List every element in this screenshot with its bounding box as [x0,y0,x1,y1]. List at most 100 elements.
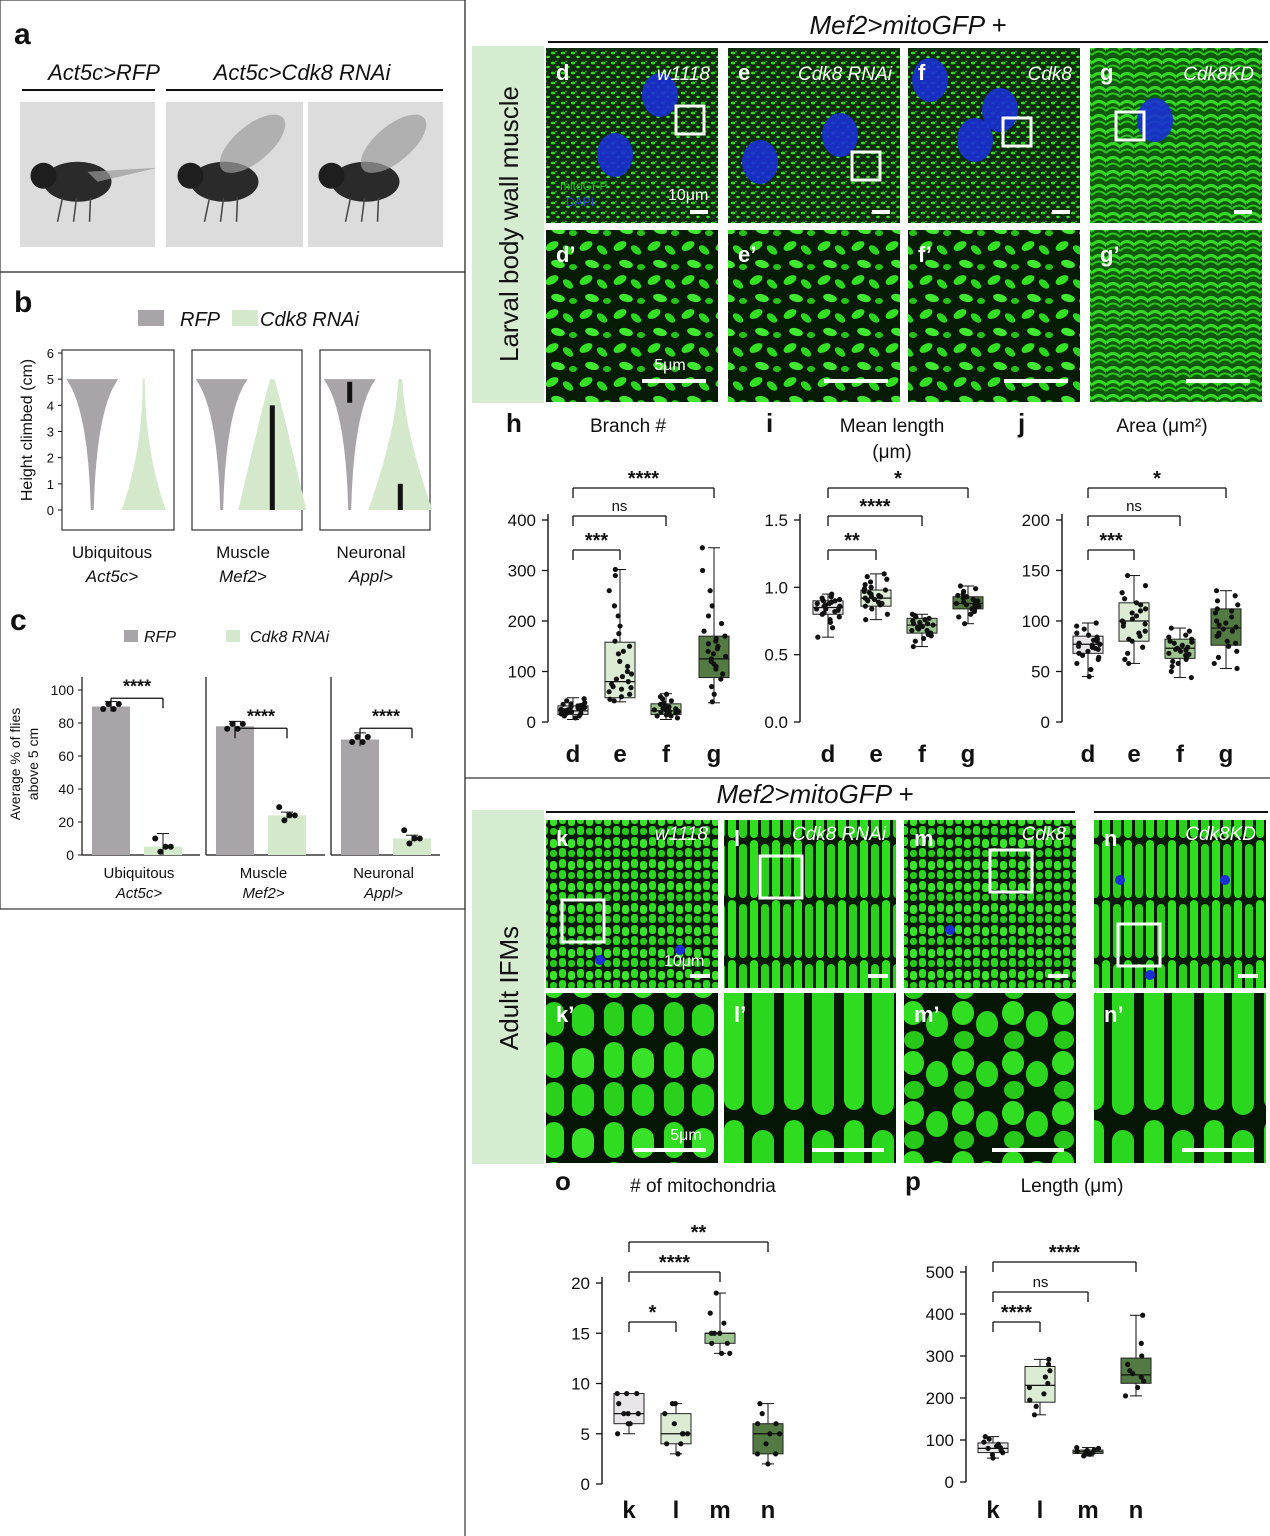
panel-letter-j: j [1017,408,1025,438]
nucleus [1220,875,1230,885]
box-point [654,713,660,719]
box-point [837,603,843,609]
zoom-m [904,993,1076,1163]
box-point [1170,658,1176,665]
violin-rnai [368,379,433,510]
panel-letter-o: o [555,1166,571,1196]
box-point [836,596,843,603]
violin-rfp [195,379,248,510]
box-point [1179,642,1185,648]
violin-frame [61,349,175,531]
channel-label-gfp: mitoGFP [560,179,607,193]
box-point [985,1445,991,1451]
box-category: k [622,1497,636,1524]
nucleus [597,133,633,177]
roi-box [1114,110,1146,142]
c-point [354,734,361,741]
c-point [152,835,159,842]
box-point [1183,632,1189,638]
box-point [668,698,675,704]
box-point [1126,660,1132,667]
box-iqr [660,1413,692,1445]
box-point [615,1431,621,1437]
box-point [724,1340,730,1346]
c-ytick: 80 [58,715,74,731]
box-point [717,1330,723,1336]
box-ytick: 100 [926,1431,954,1450]
micrograph-k [546,820,718,988]
b-ylabel: Height climbed (cm) [19,359,36,501]
box-point [1088,666,1094,673]
box-point [877,602,883,608]
box-ytick: 1.0 [764,578,788,597]
roi-box [674,104,706,136]
box-point [1125,1361,1131,1367]
box-point [611,698,617,704]
c-point [349,738,356,745]
micro-letter: k [556,826,569,851]
box-category: d [821,741,836,768]
box-ytick: 400 [926,1305,954,1324]
box-point [1033,1403,1039,1409]
box-point [1229,628,1235,634]
legend-label-rnai: Cdk8 RNAi [260,309,359,331]
c-point [411,835,418,842]
box-category: n [761,1497,776,1524]
box-ytick: 0 [527,713,536,732]
box-point [1226,643,1232,649]
box-point [1212,610,1218,616]
fly-leg [203,197,211,222]
fly-head [30,162,57,189]
box-point [832,598,838,604]
b-driver: Mef2> [219,567,267,586]
c-ylabel-1: Average % of flies [7,708,23,821]
roi-box [1116,922,1162,968]
box-point [618,694,625,700]
c-bar-rnai [393,838,431,855]
box-point [861,586,868,592]
box-point [821,610,827,616]
box-point [1233,624,1239,630]
sig-label: **** [659,1252,690,1274]
c-driver: Mef2> [242,885,284,902]
box-point [881,571,887,577]
sig-label: *** [585,530,609,552]
box-point [628,685,634,691]
box-category: d [1081,741,1096,768]
zoom-letter: g’ [1100,242,1120,267]
sig-label: ns [1126,498,1142,515]
box-point [612,638,618,644]
box-point [924,621,931,627]
box-point [1138,1374,1144,1380]
zoom-f [908,230,1080,402]
box-point [662,1411,668,1417]
box-point [960,588,967,594]
micro-label: w1118 [657,64,711,85]
box-point [1090,637,1097,643]
violin-frame [191,349,303,531]
box-point [989,1452,996,1458]
fly-leg [219,197,225,222]
box-point [1084,1447,1090,1454]
micro-label: Cdk8 RNAi [798,64,893,85]
sig-label: ns [1033,1274,1049,1291]
box-point [759,1411,765,1417]
nucleus [1137,98,1173,142]
box-point [1183,647,1189,653]
box-point [968,611,974,617]
box-point [727,1350,733,1356]
box-point [814,600,820,607]
b-ytick: 0 [47,503,54,518]
box-point [628,671,635,677]
box-point [673,706,679,712]
box-category: f [662,741,671,768]
legend-swatch-rnai [226,630,240,642]
box-point [1223,620,1229,626]
box-point [615,651,622,657]
box-ytick: 100 [1022,612,1050,631]
violin-iqr [269,405,275,510]
box-point [956,614,962,620]
box-point [773,1451,779,1457]
box-point [1141,1378,1147,1384]
box-point [1214,618,1220,624]
